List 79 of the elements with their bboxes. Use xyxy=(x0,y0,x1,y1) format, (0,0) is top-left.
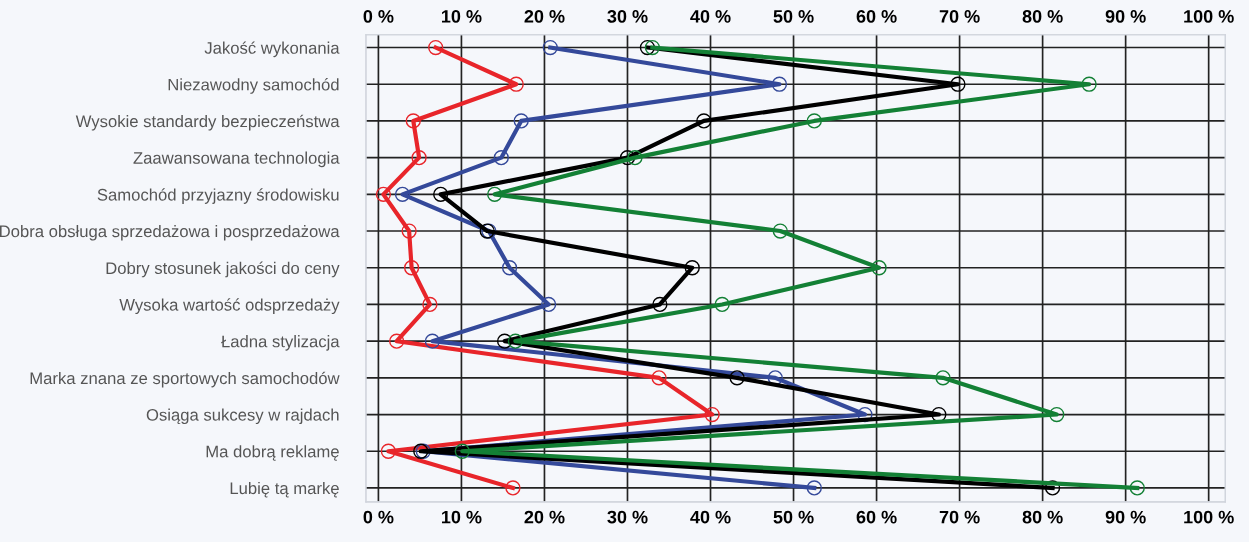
point xyxy=(411,149,427,166)
x-tick-label: 50 % xyxy=(773,510,814,524)
y-tick-label: Niezawodny samochód xyxy=(168,78,339,94)
point xyxy=(935,370,951,386)
point xyxy=(496,333,513,349)
y-tick-label: Dobry stosunek jakości do ceny xyxy=(106,261,340,278)
x2-tick-label: 50 % xyxy=(773,10,814,23)
point xyxy=(871,260,887,276)
y-tick-label: Marka znana ze sportowych samochodów xyxy=(30,371,340,388)
x-tick-label: 30 % xyxy=(607,510,648,524)
x2-tick-label: 60 % xyxy=(856,10,897,23)
y-tick-label: Ładna stylizacja xyxy=(221,335,340,351)
x-tick-label: 0 % xyxy=(363,510,394,524)
point xyxy=(540,296,557,313)
point xyxy=(380,443,397,459)
x2-tick-label: 10 % xyxy=(442,10,482,23)
point xyxy=(405,113,421,129)
point xyxy=(729,370,745,386)
point xyxy=(1081,76,1097,92)
point xyxy=(508,76,524,92)
point xyxy=(684,260,700,276)
x2-tick-label: 80 % xyxy=(1022,10,1063,23)
point xyxy=(652,296,668,313)
point xyxy=(950,76,966,92)
y-tick-label: Osiąga sukcesy w rajdach xyxy=(146,408,339,425)
point xyxy=(493,149,509,166)
y-tick-label: Lubię tą markę xyxy=(230,481,339,498)
point xyxy=(501,260,518,276)
y-tick-label: Wysoka wartość odsprzedaży xyxy=(119,298,340,315)
point xyxy=(403,260,420,276)
point xyxy=(806,113,822,129)
point xyxy=(487,186,503,202)
x-tick-label: 10 % xyxy=(442,510,482,524)
point xyxy=(389,333,405,349)
x-tick-label: 40 % xyxy=(690,510,731,524)
x2-tick-label: 70 % xyxy=(939,10,980,23)
point xyxy=(1129,480,1145,496)
point xyxy=(644,39,661,56)
x2-tick-label: 100 % xyxy=(1184,10,1234,23)
point xyxy=(422,296,438,313)
point xyxy=(428,39,444,56)
point xyxy=(507,333,524,349)
y-tick-label: Wysokie standardy bezpieczeństwa xyxy=(75,114,340,131)
point xyxy=(454,443,470,459)
point xyxy=(771,76,788,92)
x-tick-label: 70 % xyxy=(939,510,980,524)
x2-tick-label: 0 % xyxy=(363,10,394,23)
y-tick-label: Samochód przyjazny środowisku xyxy=(97,188,339,204)
point xyxy=(1049,406,1065,423)
x-tick-label: 90 % xyxy=(1105,510,1146,524)
point xyxy=(505,480,521,496)
point xyxy=(696,113,712,129)
x-tick-label: 20 % xyxy=(524,510,565,524)
point xyxy=(639,39,656,56)
point xyxy=(394,186,411,202)
point xyxy=(704,406,720,423)
y-tick-label: Ma dobrą reklamę xyxy=(206,445,339,461)
x-tick-label: 80 % xyxy=(1022,510,1063,524)
point xyxy=(627,149,643,166)
point xyxy=(401,223,417,239)
point xyxy=(513,113,529,129)
point xyxy=(433,186,449,202)
point xyxy=(772,223,788,239)
point xyxy=(806,480,822,496)
x2-tick-label: 30 % xyxy=(607,10,648,23)
x-tick-label: 100 % xyxy=(1184,510,1234,524)
y-tick-label: Dobra obsługa sprzedażowa i posprzedażowa xyxy=(0,225,340,241)
point xyxy=(542,39,558,56)
point xyxy=(651,370,667,386)
x-tick-label: 60 % xyxy=(856,510,897,524)
point xyxy=(424,333,441,349)
x2-tick-label: 20 % xyxy=(524,10,565,23)
y-tick-label: Jakość wykonania xyxy=(204,41,340,58)
point xyxy=(375,186,392,202)
x2-tick-label: 40 % xyxy=(690,10,731,23)
y-tick-label: Zaawansowana technologia xyxy=(133,151,340,168)
point xyxy=(714,296,730,313)
x2-tick-label: 90 % xyxy=(1105,10,1146,23)
point xyxy=(619,149,636,166)
